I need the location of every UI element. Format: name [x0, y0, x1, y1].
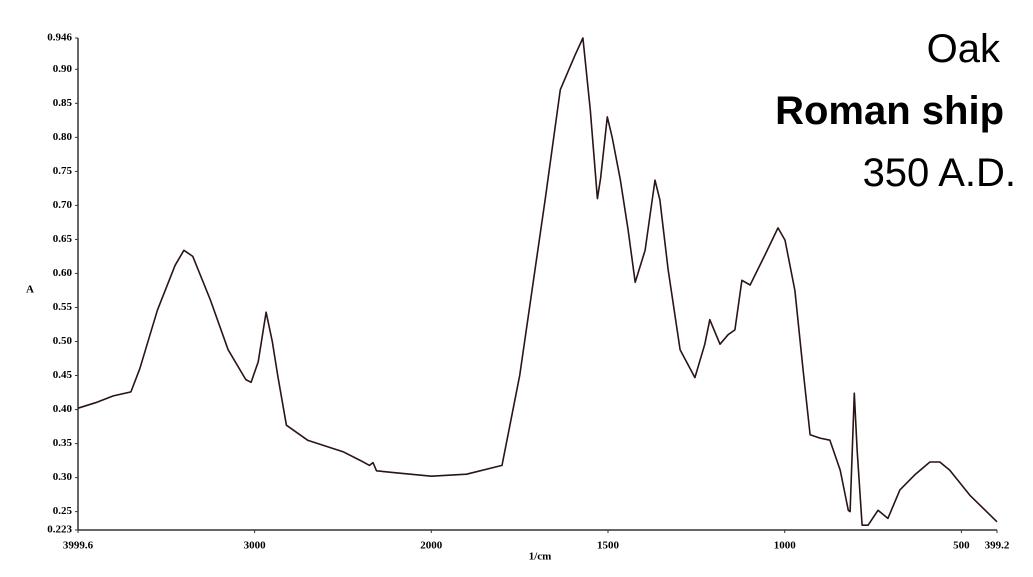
y-tick-label: 0.223 — [47, 524, 72, 536]
y-tick-label: 0.75 — [53, 165, 73, 177]
x-tick-label: 399.2 — [985, 540, 1010, 552]
y-tick-label: 0.55 — [53, 301, 73, 313]
x-tick-label: 3999.6 — [63, 540, 94, 552]
y-tick-label: 0.45 — [53, 369, 73, 381]
x-tick-label: 500 — [953, 540, 970, 552]
y-tick-label: 0.25 — [53, 505, 73, 517]
x-tick-label: 1500 — [597, 540, 620, 552]
y-tick-label: 0.946 — [47, 32, 72, 44]
y-tick-label: 0.70 — [53, 199, 73, 211]
y-tick-label: 0.30 — [53, 471, 73, 483]
x-tick-label: 1000 — [774, 540, 797, 552]
y-tick-label: 0.80 — [53, 131, 73, 143]
x-tick-label: 3000 — [244, 540, 267, 552]
y-tick-label: 0.50 — [53, 335, 73, 347]
x-tick-label: 2000 — [420, 540, 443, 552]
y-tick-label: 0.65 — [53, 233, 73, 245]
x-axis-label: 1/cm — [529, 551, 552, 563]
annotation: 350 A.D. — [863, 151, 1016, 195]
spectrum-line — [77, 37, 998, 526]
y-tick-label: 0.85 — [53, 97, 73, 109]
annotation: Roman ship — [775, 89, 1004, 133]
y-tick-label: 0.90 — [53, 63, 73, 75]
annotation: Oak — [927, 27, 1001, 71]
y-tick-label: 0.40 — [53, 403, 73, 415]
y-tick-label: 0.35 — [53, 437, 73, 449]
y-tick-label: 0.60 — [53, 267, 73, 279]
y-axis-label: A — [26, 284, 34, 296]
